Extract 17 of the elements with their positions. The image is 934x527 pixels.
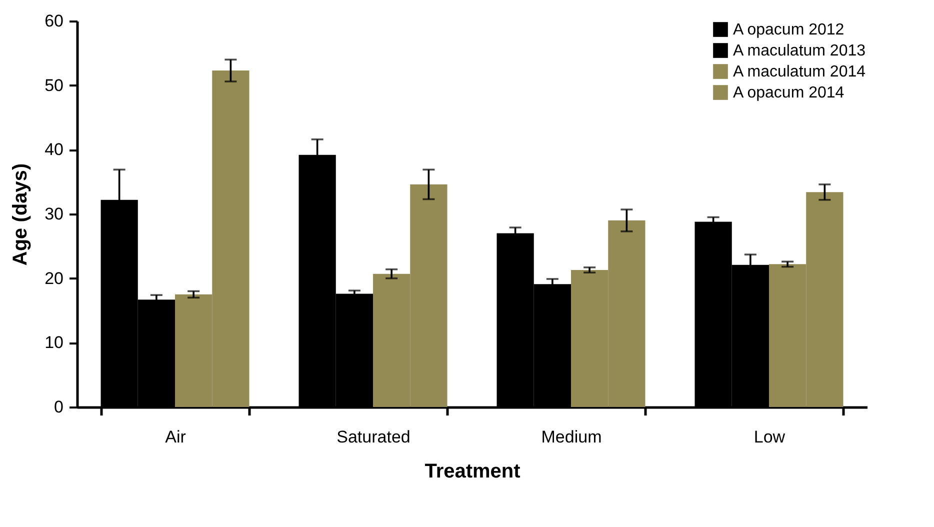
y-tick-label: 0 <box>54 398 64 416</box>
x-tick-label: Medium <box>541 428 602 446</box>
legend-label: A opacum 2014 <box>733 84 844 102</box>
legend-label: A maculatum 2014 <box>733 64 866 80</box>
y-tick-label: 30 <box>44 204 64 224</box>
legend-label: A maculatum 2013 <box>733 42 866 60</box>
x-tick-label: Air <box>165 428 186 446</box>
y-tick-label: 50 <box>44 76 64 95</box>
y-tick-label: 40 <box>44 140 64 160</box>
x-tick-label: Low <box>754 428 786 446</box>
x-axis-title: Treatment <box>424 460 521 482</box>
y-axis-title: Age (days) <box>10 163 32 266</box>
legend-label: A opacum 2012 <box>733 22 844 38</box>
y-tick-label: 10 <box>44 333 64 352</box>
x-tick-label: Saturated <box>336 428 410 446</box>
y-tick-label: 60 <box>44 12 64 30</box>
y-tick-label: 20 <box>44 268 64 288</box>
